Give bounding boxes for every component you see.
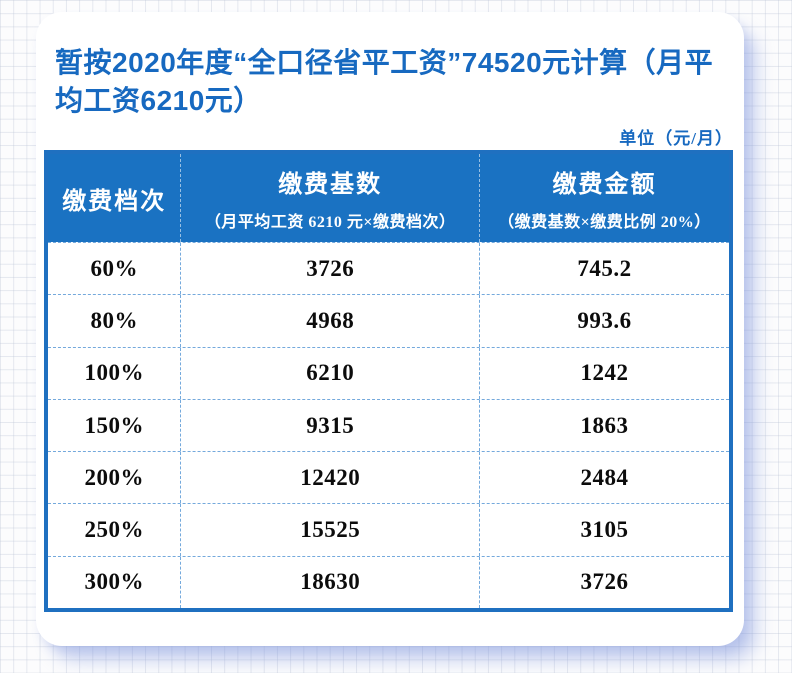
amount-cell: 3726: [478, 556, 729, 609]
header-sublabel-amount: （缴费基数×缴费比例 20%）: [498, 214, 711, 231]
table-body: 60% 3726 745.2 80% 4968 993.6 100% 6210 …: [48, 242, 729, 609]
header-cell-amount: 缴费金额 （缴费基数×缴费比例 20%）: [478, 154, 729, 242]
tier-cell: 300%: [84, 569, 144, 595]
table-row: 60% 3726 745.2: [48, 242, 729, 295]
header-cell-base: 缴费基数 （月平均工资 6210 元×缴费档次）: [180, 154, 479, 242]
base-cell: 12420: [180, 452, 479, 504]
header-cell-tier: 缴费档次: [48, 154, 180, 242]
table-row: 150% 9315 1863: [48, 398, 729, 452]
table-row: 200% 12420 2484: [48, 451, 729, 504]
amount-cell: 3105: [478, 504, 729, 556]
base-cell: 15525: [180, 504, 479, 556]
page-title: 暂按2020年度“全口径省平工资”74520元计算（月平均工资6210元）: [55, 47, 714, 117]
header-label-amount: 缴费金额: [552, 172, 657, 198]
header-label-tier: 缴费档次: [62, 188, 167, 215]
tier-cell: 60%: [90, 255, 138, 281]
table-row: 250% 15525 3105: [48, 503, 729, 556]
amount-cell: 1863: [478, 399, 729, 452]
unit-label: 单位（元/月）: [619, 129, 733, 148]
amount-cell: 2484: [478, 452, 729, 504]
amount-cell: 745.2: [478, 243, 729, 295]
contribution-table: 缴费档次 缴费基数 （月平均工资 6210 元×缴费档次） 缴费金额 （缴费基数…: [44, 150, 733, 613]
tier-cell: 250%: [84, 517, 144, 543]
tier-cell: 80%: [90, 307, 138, 333]
table-row: 300% 18630 3726: [48, 555, 729, 609]
base-cell: 3726: [180, 243, 479, 295]
table-header-row: 缴费档次 缴费基数 （月平均工资 6210 元×缴费档次） 缴费金额 （缴费基数…: [48, 154, 729, 242]
base-cell: 6210: [180, 347, 479, 399]
header-sublabel-base: （月平均工资 6210 元×缴费档次）: [204, 214, 456, 231]
base-cell: 9315: [180, 399, 479, 452]
amount-cell: 993.6: [478, 295, 729, 347]
tier-cell: 200%: [84, 464, 144, 490]
base-cell: 18630: [180, 556, 479, 609]
content-card: 暂按2020年度“全口径省平工资”74520元计算（月平均工资6210元） 单位…: [36, 12, 744, 646]
base-cell: 4968: [180, 295, 479, 347]
table-row: 80% 4968 993.6: [48, 294, 729, 347]
table-row: 100% 6210 1242: [48, 346, 729, 399]
tier-cell: 100%: [84, 360, 144, 386]
tier-cell: 150%: [84, 412, 144, 438]
amount-cell: 1242: [478, 347, 729, 399]
header-label-base: 缴费基数: [278, 172, 383, 198]
